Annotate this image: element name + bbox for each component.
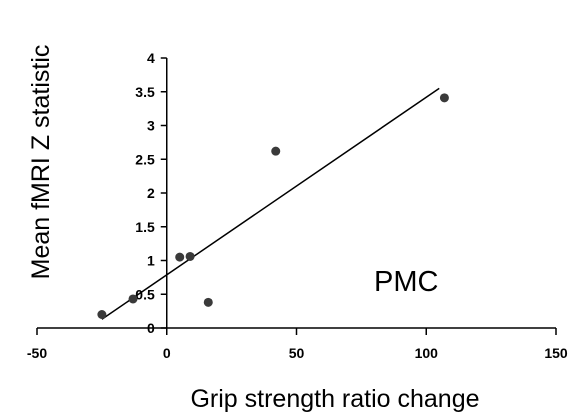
x-tick-label: -50 (27, 345, 47, 361)
annotation-label: PMC (374, 266, 438, 298)
data-point (97, 310, 107, 319)
y-tick-label: 0.5 (135, 286, 155, 302)
y-tick-label: 3 (147, 118, 155, 134)
x-tick-label: 50 (289, 345, 305, 361)
x-tick-label: 100 (415, 345, 439, 361)
data-point (271, 146, 281, 156)
y-axis-title: Mean fMRI Z statistic (27, 45, 55, 280)
data-points (97, 93, 449, 319)
y-tick-label: 1 (147, 253, 155, 269)
x-tick-label: 0 (163, 345, 171, 361)
data-point (128, 294, 138, 304)
axes: -50 0 50 100 150 0 0.5 1 1.5 2 2.5 3 3.5 4 (27, 50, 568, 361)
y-tick-label: 2.5 (135, 151, 155, 167)
data-point (175, 252, 185, 262)
y-tick-label: 4 (147, 50, 155, 66)
y-tick-label: 0 (147, 320, 155, 336)
x-tick-label: 150 (544, 345, 568, 361)
y-tick-label: 1.5 (135, 219, 155, 235)
trendline (101, 87, 440, 320)
x-ticks: -50 0 50 100 150 (27, 328, 568, 361)
y-tick-label: 3.5 (135, 84, 155, 100)
x-axis-title: Grip strength ratio change (190, 385, 479, 413)
data-point (203, 297, 213, 307)
y-tick-label: 2 (147, 185, 155, 201)
data-point (439, 93, 449, 103)
data-point (185, 251, 195, 261)
y-ticks: 0 0.5 1 1.5 2 2.5 3 3.5 4 (135, 50, 167, 336)
